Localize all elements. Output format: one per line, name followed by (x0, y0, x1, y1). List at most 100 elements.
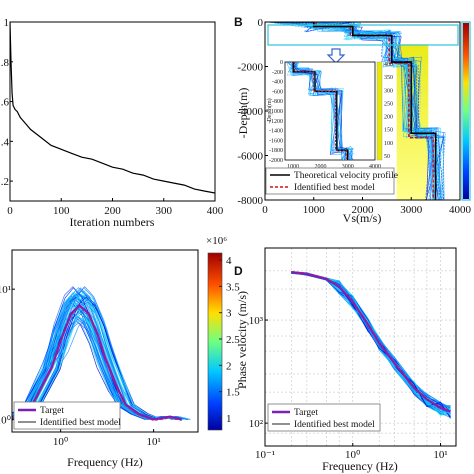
x-tick-label: 100 (53, 205, 70, 217)
x-tick-label: 1000 (303, 204, 326, 216)
legend-b-box (265, 167, 395, 195)
legend-c-box (13, 401, 121, 430)
y-tick-label: -2000 (237, 62, 263, 74)
inset-y-tick-label: -600 (272, 89, 283, 95)
dispersion-curve (291, 271, 451, 410)
x-tick-label: 0 (262, 204, 268, 216)
panel-b-ylabel: -Depth(m) (236, 88, 250, 139)
dispersion-curve (291, 272, 451, 409)
legend-c-target-label: Target (40, 406, 64, 416)
x-tick-label: 300 (156, 205, 173, 217)
y-tick-label: 10² (249, 418, 264, 430)
y-tick-label: .2 (1, 176, 9, 188)
colorbar-tick-label: 3 (226, 308, 232, 320)
dispersion-curve (291, 272, 451, 408)
dispersion-curve (291, 273, 451, 410)
inset-y-tick-label: -1800 (269, 148, 283, 154)
inset-colorbar-tick-label: 400 (384, 62, 393, 68)
panel-a-xlabel: Iteration numbers (70, 215, 155, 229)
dispersion-curve (291, 272, 451, 413)
x-tick-label: 4000 (449, 204, 472, 216)
dispersion-curve (291, 270, 451, 415)
inset-y-tick-label: -1600 (269, 138, 283, 144)
x-tick-label: 3000 (400, 204, 423, 216)
inset-y-tick-label: -1400 (269, 129, 283, 135)
inset-best-profile (294, 62, 347, 160)
inset-y-tick-label: -800 (272, 99, 283, 105)
dispersion-curve (291, 272, 451, 411)
dispersion-curve (291, 271, 451, 412)
inset-y-tick-label: -2000 (269, 158, 283, 164)
colorbar-tick-label: 3.5 (226, 281, 240, 293)
y-tick-label: -8000 (237, 195, 263, 207)
dispersion-curve (291, 271, 451, 413)
colorbar-c-ticks: 4 3.5 3 2.5 2 1.5 1 (219, 255, 240, 425)
dispersion-curve (291, 272, 451, 413)
x-tick-label: 2000 (352, 204, 375, 216)
inset-y-tick-label: -400 (272, 80, 283, 86)
x-tick-label: 10⁻¹ (255, 449, 275, 461)
legend-d-best-label: Identified best model (294, 419, 375, 430)
dispersion-curve (291, 271, 451, 413)
sampled-profile (280, 22, 440, 200)
panel-d-xlabel: Frequency (Hz) (322, 459, 398, 473)
sampled-profile (274, 22, 438, 200)
legend-b-theoretical-label: Theoretical velocity profile (294, 170, 398, 181)
y-tick-label: 10¹ (0, 284, 11, 296)
legend-d-box (267, 403, 381, 432)
x-tick-label: 200 (104, 205, 121, 217)
x-tick-label: 400 (207, 205, 224, 217)
dispersion-curve (291, 270, 451, 410)
best-model-dispersion (291, 271, 451, 411)
colorbar-b-edge (461, 21, 471, 201)
colorbar-c (207, 252, 223, 431)
dispersion-curve (291, 271, 451, 410)
dispersion-curve (291, 271, 451, 415)
inset-colorbar-tick-label: 200 (384, 115, 393, 121)
inset-y-tick-label: 0 (280, 60, 283, 66)
inset-y-tick-label: -1200 (269, 119, 283, 125)
panel-d-label: D (234, 264, 243, 278)
inset-x-tick-label: 2000 (314, 164, 326, 170)
convergence-curve (10, 22, 215, 194)
panel-b: B 1000 2000 3000 40000-200-400-600-800-1000… (234, 15, 472, 225)
colorbar-b (463, 23, 469, 199)
panel-c-frame (11, 249, 199, 433)
dispersion-curve (291, 271, 451, 415)
dispersion-curve (291, 272, 451, 414)
panel-c-plot (12, 286, 191, 422)
panel-a-frame (9, 21, 216, 202)
y-tick-label: .6 (1, 97, 10, 109)
x-tick-label: 10⁰ (53, 436, 69, 448)
dispersion-curve (291, 270, 451, 410)
panel-d-ylabel: Phase velocity (m/s) (235, 291, 249, 389)
inset-x-tick-label: 3000 (342, 164, 354, 170)
dispersion-curve (291, 272, 451, 408)
inset-y-tick-label: -1000 (269, 109, 283, 115)
inset-sampled-profile (287, 61, 351, 161)
panel-b-xlabel: Vs(m/s) (343, 211, 382, 225)
dispersion-curve (291, 271, 451, 409)
inset-colorbar-tick-label: 50 (384, 154, 390, 160)
inset-colorbar (376, 61, 383, 161)
spectrum-curve (12, 293, 176, 420)
spectrum-curve (19, 303, 190, 420)
colorbar-tick-label: 2.5 (226, 334, 240, 346)
x-tick-label: 10⁰ (345, 449, 361, 461)
legend-b-best-label: Identified best model (294, 182, 375, 193)
dispersion-curve (291, 272, 451, 412)
dispersion-curve (291, 271, 451, 412)
panel-c-ticks: 10⁰ 10¹ 10⁰ 10¹ (0, 284, 161, 448)
legend-c-best-label: Identified best model (40, 417, 121, 428)
inset-plot: 1000 2000 3000 4000 0 -200 -400 -600 -800 -1000 -1… (266, 60, 393, 170)
down-arrow-icon (326, 48, 346, 64)
colorbar-tick-label: 4 (226, 255, 232, 267)
inset-colorbar-tick-label: 100 (384, 141, 393, 147)
panel-a-ticks: 0 100 200 300 400 .2 .4 .6 .8 1 (1, 17, 224, 217)
panel-d-ticks: 10⁻¹ 10⁰ 10¹ 10² 10³ (249, 315, 448, 461)
colorbar-c-exponent: ×10⁶ (206, 235, 227, 247)
colorbar-tick-label: 2 (226, 360, 232, 372)
dispersion-curve (291, 272, 451, 415)
